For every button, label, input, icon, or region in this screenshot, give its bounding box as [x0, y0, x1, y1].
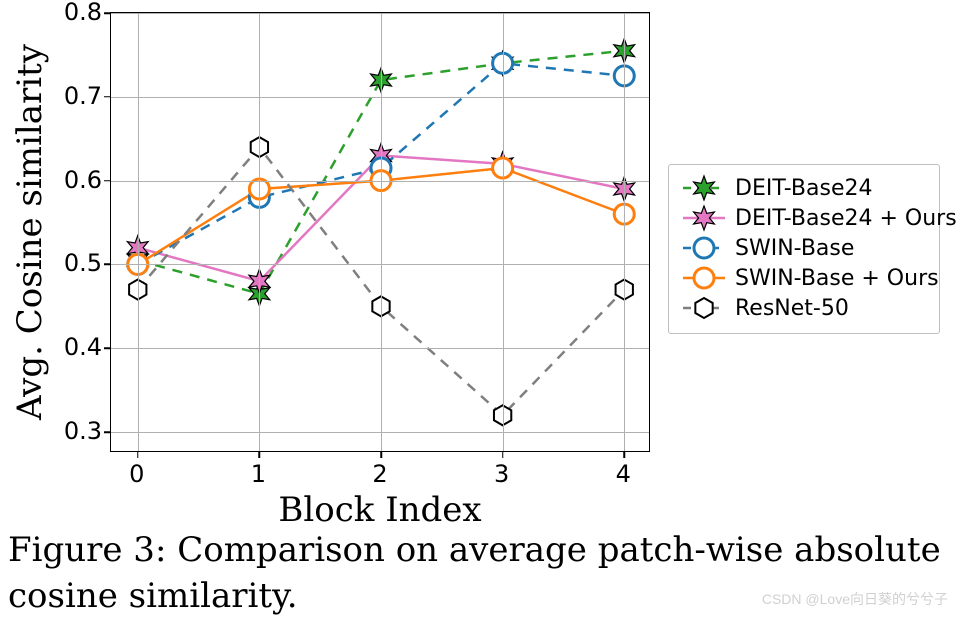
legend-item-swin_base: SWIN-Base: [683, 233, 925, 263]
y-tick-mark: [104, 12, 111, 14]
y-tick-mark: [104, 431, 111, 433]
y-tick-label: 0.5: [62, 249, 102, 277]
y-tick-label: 0.3: [62, 417, 102, 445]
legend-item-resnet50: ResNet-50: [683, 293, 925, 323]
grid-line-h: [111, 348, 649, 349]
x-tick-label: 2: [372, 460, 387, 488]
legend-swatch: [683, 266, 725, 290]
legend-swatch: [683, 206, 725, 230]
x-tick-mark: [623, 451, 625, 458]
x-axis-label: Block Index: [278, 490, 481, 530]
y-tick-label: 0.7: [62, 82, 102, 110]
legend-label: SWIN-Base: [735, 236, 854, 261]
x-tick-label: 4: [616, 460, 631, 488]
grid-line-h: [111, 181, 649, 182]
legend-item-swin_base_ours: SWIN-Base + Ours: [683, 263, 925, 293]
legend-label: SWIN-Base + Ours: [735, 266, 939, 291]
grid-line-v: [503, 13, 504, 451]
legend-item-deit_base24: DEIT-Base24: [683, 173, 925, 203]
grid-line-v: [381, 13, 382, 451]
y-tick-label: 0.4: [62, 333, 102, 361]
grid-line-h: [111, 264, 649, 265]
y-tick-label: 0.6: [62, 166, 102, 194]
grid-line-h: [111, 97, 649, 98]
x-tick-mark: [259, 451, 261, 458]
grid-line-h: [111, 13, 649, 14]
y-tick-mark: [104, 347, 111, 349]
grid-line-h: [111, 432, 649, 433]
legend-item-deit_base24_ours: DEIT-Base24 + Ours: [683, 203, 925, 233]
x-tick-mark: [502, 451, 504, 458]
x-tick-label: 0: [129, 460, 144, 488]
figure-container: Avg. Cosine similarity Block Index DEIT-…: [0, 0, 956, 615]
watermark-text: CSDN @Love向日葵的兮兮子: [762, 589, 948, 609]
legend-label: DEIT-Base24: [735, 176, 872, 201]
y-tick-mark: [104, 180, 111, 182]
legend-label: ResNet-50: [735, 296, 849, 321]
x-tick-mark: [137, 451, 139, 458]
x-tick-label: 3: [494, 460, 509, 488]
x-tick-label: 1: [251, 460, 266, 488]
y-tick-mark: [104, 264, 111, 266]
y-tick-label: 0.8: [62, 0, 102, 26]
grid-line-v: [624, 13, 625, 451]
grid-line-v: [259, 13, 260, 451]
chart-plot-area: [110, 12, 650, 452]
grid-line-v: [138, 13, 139, 451]
legend-swatch: [683, 236, 725, 260]
legend: DEIT-Base24DEIT-Base24 + OursSWIN-BaseSW…: [668, 164, 940, 334]
legend-label: DEIT-Base24 + Ours: [735, 206, 956, 231]
x-tick-mark: [380, 451, 382, 458]
y-axis-label: Avg. Cosine similarity: [10, 44, 50, 420]
legend-swatch: [683, 296, 725, 320]
y-tick-mark: [104, 96, 111, 98]
legend-swatch: [683, 176, 725, 200]
